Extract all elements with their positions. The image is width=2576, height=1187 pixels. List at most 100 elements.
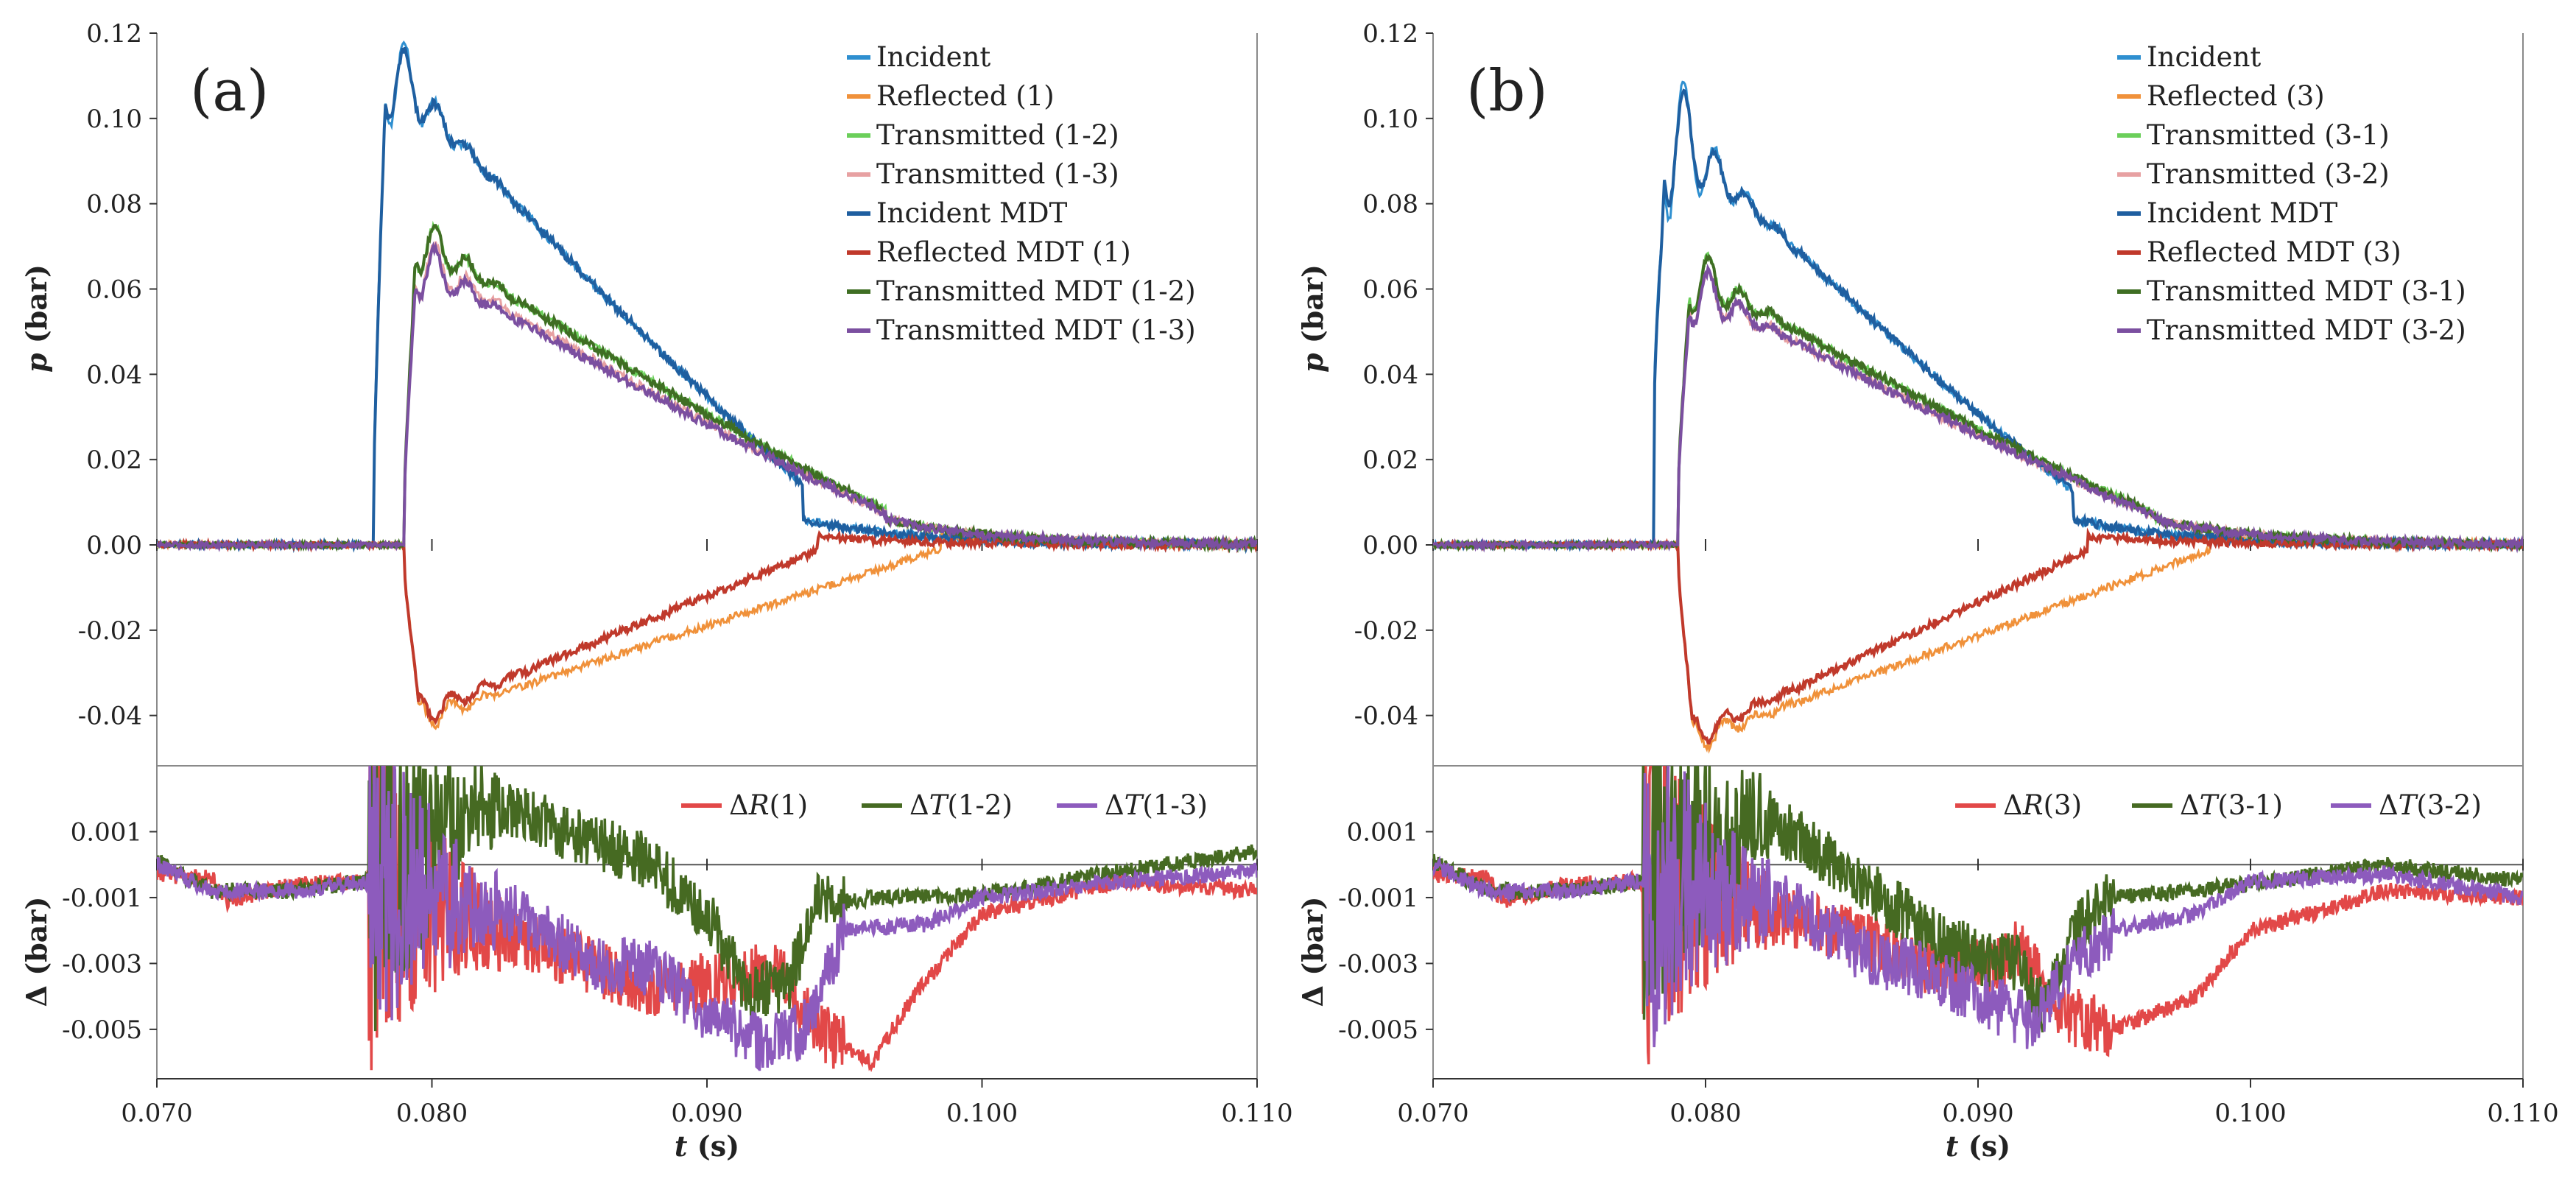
delta-legend-entry: ΔT(1-3) [1105,789,1208,821]
legend-entry: Incident MDT [2147,197,2338,229]
series-line [1433,532,2523,754]
legend-entry: Reflected (1) [876,80,1055,112]
y-tick-label: 0.02 [86,445,142,475]
legend-entry: Incident MDT [876,197,1068,229]
panel-label: (b) [1466,58,1548,124]
delta-legend-var: R [2022,789,2044,821]
delta-legend-suffix: (1) [770,789,808,821]
top-plot-area [1433,80,2523,754]
y-tick-label: 0.12 [86,19,142,49]
y-axis-unit: (bar) [1296,264,1329,353]
delta-legend-sym: Δ [2180,789,2200,821]
y-tick-label: 0.08 [1362,190,1418,219]
delta-legend-sym: Δ [2003,789,2023,821]
legend-entry: Incident [2147,41,2261,73]
y-tick-label: 0.06 [1362,275,1418,305]
y-tick-label: -0.04 [1354,702,1418,731]
bottom-plot-area [1433,766,2523,1065]
y-axis-unit: (bar) [20,264,53,353]
y-axis-title: p (bar) [20,264,53,373]
series-line [157,224,1257,554]
x-axis-title: t (s) [675,1130,739,1163]
y-tick-label: 0.04 [86,360,142,390]
delta-legend-var: T [2200,789,2220,821]
y-tick-label: 0.06 [86,275,142,305]
delta-legend-var: T [1125,789,1144,821]
delta-legend-var: R [748,789,770,821]
legend-entry: Transmitted MDT (3-2) [2147,314,2466,346]
x-axis-unit: (s) [687,1130,739,1163]
delta-axis-sym: Δ [20,985,53,1007]
top-plot-area [157,40,1257,730]
delta-legend-suffix: (3) [2044,789,2082,821]
y-tick-label: -0.02 [1354,616,1418,646]
delta-legend-entry: ΔT(1-2) [909,789,1013,821]
x-tick-label: 0.090 [671,1099,742,1128]
series-line [157,220,1257,551]
delta-legend-entry: ΔT(3-1) [2180,789,2283,821]
y-tick-label: 0.04 [1362,360,1418,390]
legend-entry: Transmitted MDT (3-1) [2147,275,2466,307]
panel-b: 0.070 0.080 0.090 0.100 0.110 t (s) 0.12 0.10 0.… [1296,19,2559,1163]
panel-label: (a) [190,58,269,124]
series-line [157,531,1257,730]
series-line [157,529,1257,725]
delta-y-tick-label: 0.001 [71,817,142,847]
x-axis-title: t (s) [1946,1130,2010,1163]
x-axis-unit: (s) [1958,1130,2010,1163]
legend-entry: Reflected (3) [2147,80,2325,112]
y-axis-var: p [20,353,53,373]
x-tick-label: 0.080 [1669,1099,1741,1128]
x-tick-label: 0.100 [946,1099,1018,1128]
legend-entry: Incident [876,41,990,73]
delta-legend-var: T [929,789,949,821]
delta-series-line [1433,766,2523,1049]
x-axis-var: t [1946,1130,1959,1163]
delta-y-tick-label: -0.005 [1338,1015,1418,1045]
delta-legend-sym: Δ [729,789,749,821]
delta-axis-unit: (bar) [20,897,53,985]
series-line [1433,264,2523,554]
x-tick-label: 0.070 [1397,1099,1468,1128]
delta-axis-unit: (bar) [1296,897,1329,985]
y-axis-var: p [1296,353,1329,373]
panel-a: 0.070 0.080 0.090 0.100 0.110 t (s) 0.12 0.10 0.… [20,19,1293,1163]
delta-y-tick-label: -0.005 [62,1015,142,1045]
legend-entry: Transmitted MDT (1-3) [876,314,1196,346]
delta-series-line [157,766,1257,1071]
delta-y-tick-label: -0.001 [1338,884,1418,913]
delta-y-tick-label: -0.001 [62,884,142,913]
legend-entry: Transmitted MDT (1-2) [876,275,1196,307]
legend-entry: Transmitted (3-1) [2147,119,2390,151]
delta-y-tick-label: -0.003 [62,949,142,979]
y-tick-label: 0.00 [1362,531,1418,560]
delta-legend-sym: Δ [909,789,929,821]
delta-legend-suffix: (1-2) [947,789,1012,821]
y-tick-label: 0.10 [86,105,142,134]
legend-entry: Transmitted (1-3) [876,158,1119,190]
delta-y-tick-label: -0.003 [1338,949,1418,979]
delta-axis-sym: Δ [1296,985,1329,1007]
x-tick-label: 0.070 [121,1099,192,1128]
x-tick-label: 0.110 [2487,1099,2558,1128]
delta-legend-sym: Δ [1105,789,1125,821]
delta-legend-suffix: (1-3) [1142,789,1207,821]
y-tick-label: 0.00 [86,531,142,560]
x-axis-var: t [675,1130,688,1163]
x-tick-label: 0.100 [2214,1099,2286,1128]
legend-entry: Transmitted (3-2) [2147,158,2390,190]
y-tick-label: -0.02 [78,616,142,646]
x-tick-label: 0.080 [396,1099,468,1128]
delta-axis-title: Δ (bar) [1296,897,1329,1007]
delta-legend-suffix: (3-2) [2416,789,2481,821]
delta-legend-var: T [2399,789,2418,821]
delta-y-tick-label: 0.001 [1347,817,1418,847]
legend-entry: Reflected MDT (1) [876,236,1131,268]
delta-legend-suffix: (3-1) [2217,789,2282,821]
bottom-plot-area [157,766,1257,1073]
delta-axis-title: Δ (bar) [20,897,53,1007]
y-tick-label: 0.02 [1362,445,1418,475]
delta-legend-entry: ΔR(3) [2003,789,2082,821]
y-tick-label: -0.04 [78,702,142,731]
